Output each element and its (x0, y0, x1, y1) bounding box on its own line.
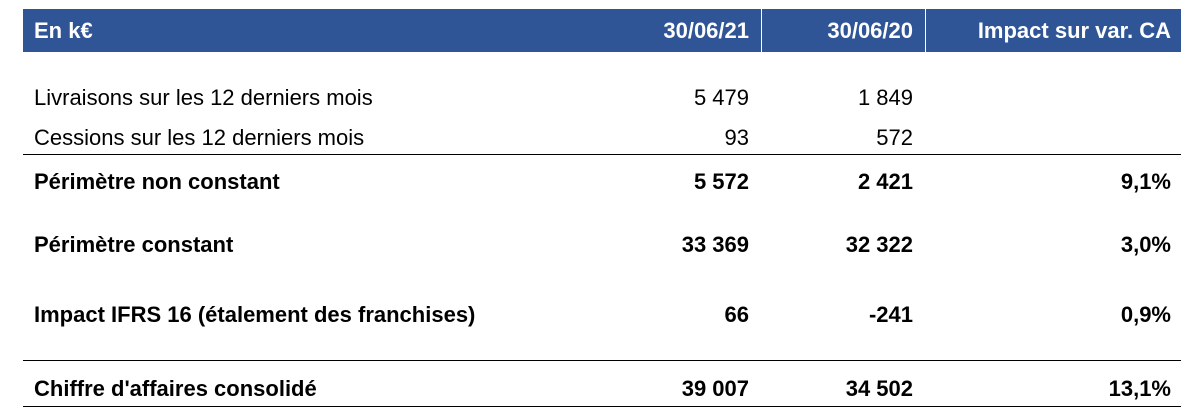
row-value-2021: 93 (724, 125, 749, 150)
row-value-2021: 33 369 (681, 232, 749, 257)
row-value-2021: 5 479 (693, 85, 749, 110)
row-value-impact: 13,1% (1108, 376, 1171, 401)
table-header: En k€ 30/06/21 30/06/20 Impact sur var. … (23, 9, 1181, 52)
header-col-2021: 30/06/21 (663, 18, 749, 43)
header-col-2020: 30/06/20 (827, 18, 913, 43)
header-divider (761, 9, 762, 52)
row-value-2020: 2 421 (857, 169, 913, 194)
row-value-2021: 5 572 (693, 169, 749, 194)
row-value-2020: 572 (876, 125, 913, 150)
table-row: Chiffre d'affaires consolidé 39 007 34 5… (23, 371, 1181, 407)
table-row: Livraisons sur les 12 derniers mois 5 47… (23, 80, 1181, 116)
table-row: Cessions sur les 12 derniers mois 93 572 (23, 120, 1181, 156)
row-value-2021: 66 (724, 302, 749, 327)
row-label: Périmètre constant (34, 232, 234, 257)
row-value-2020: 32 322 (845, 232, 913, 257)
row-value-impact: 3,0% (1120, 232, 1171, 257)
row-divider (23, 360, 1181, 361)
row-value-2020: -241 (868, 302, 913, 327)
row-label: Livraisons sur les 12 derniers mois (34, 85, 373, 110)
row-value-2020: 1 849 (857, 85, 913, 110)
row-label: Impact IFRS 16 (étalement des franchises… (34, 302, 476, 327)
table-row: Impact IFRS 16 (étalement des franchises… (23, 297, 1181, 333)
row-divider (23, 154, 1181, 155)
row-label: Chiffre d'affaires consolidé (34, 376, 317, 401)
row-value-impact: 0,9% (1120, 302, 1171, 327)
row-value-impact: 9,1% (1120, 169, 1171, 194)
row-label: Cessions sur les 12 derniers mois (34, 125, 365, 150)
header-col-impact: Impact sur var. CA (977, 18, 1171, 43)
header-divider (925, 9, 926, 52)
table-bottom-rule (23, 406, 1181, 407)
table-row: Périmètre non constant 5 572 2 421 9,1% (23, 164, 1181, 200)
row-label: Périmètre non constant (34, 169, 280, 194)
header-label: En k€ (34, 18, 93, 43)
table-row: Périmètre constant 33 369 32 322 3,0% (23, 227, 1181, 263)
row-value-2020: 34 502 (845, 376, 913, 401)
row-value-2021: 39 007 (681, 376, 749, 401)
